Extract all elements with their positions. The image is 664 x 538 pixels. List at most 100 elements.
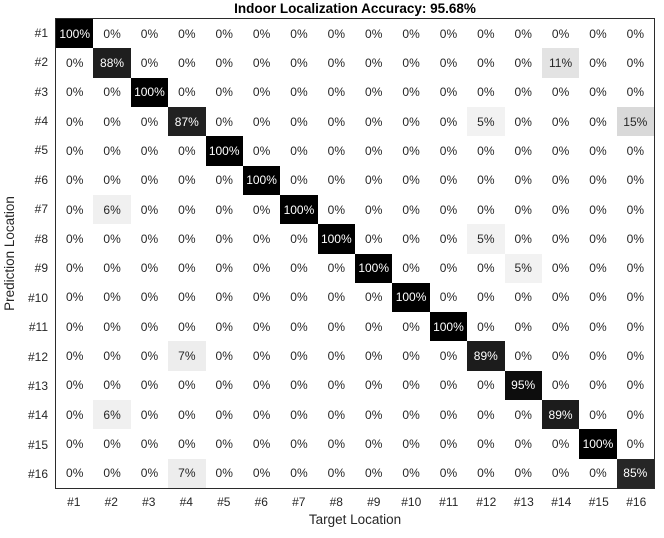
matrix-cell: 0% xyxy=(355,400,393,430)
matrix-cell: 0% xyxy=(504,106,542,137)
matrix-cell: 0% xyxy=(355,312,393,342)
matrix-cell: 0% xyxy=(280,312,318,342)
matrix-cell: 0% xyxy=(168,370,206,401)
matrix-cell: 0% xyxy=(93,224,131,254)
matrix-cell: 0% xyxy=(280,458,318,488)
matrix-cell: 0% xyxy=(280,253,318,283)
matrix-cell: 0% xyxy=(579,370,617,401)
matrix-cell: 0% xyxy=(242,19,281,49)
matrix-cell: 0% xyxy=(616,194,654,225)
matrix-cell: 0% xyxy=(467,165,505,195)
matrix-cell: 0% xyxy=(392,136,430,166)
matrix-cell: 0% xyxy=(579,282,617,313)
matrix-cell: 0% xyxy=(242,458,281,488)
matrix-cell: 0% xyxy=(93,106,131,137)
y-tick-label: #16 xyxy=(27,467,48,482)
matrix-cell: 0% xyxy=(467,458,505,488)
matrix-cell: 0% xyxy=(541,77,580,107)
matrix-cell: 0% xyxy=(616,312,654,342)
matrix-cell: 0% xyxy=(579,458,617,488)
matrix-cell: 0% xyxy=(205,458,243,488)
matrix-cell: 0% xyxy=(392,106,430,137)
matrix-cell: 0% xyxy=(541,106,580,137)
x-tick-label: #2 xyxy=(104,495,118,509)
matrix-cell: 0% xyxy=(130,458,169,488)
matrix-cell: 0% xyxy=(205,429,243,459)
matrix-cell: 0% xyxy=(130,224,169,254)
matrix-cell: 0% xyxy=(355,282,393,313)
matrix-cell: 0% xyxy=(616,165,654,195)
matrix-cell: 0% xyxy=(280,48,318,78)
matrix-cell: 0% xyxy=(541,194,580,225)
matrix-cell: 0% xyxy=(242,136,281,166)
matrix-cell: 0% xyxy=(280,282,318,313)
x-tick-label: #14 xyxy=(551,495,572,509)
matrix-cell: 0% xyxy=(205,77,243,107)
matrix-cell: 0% xyxy=(579,253,617,283)
matrix-cell: 0% xyxy=(242,429,281,459)
matrix-cell: 0% xyxy=(280,400,318,430)
matrix-cell: 0% xyxy=(168,312,206,342)
matrix-cell: 0% xyxy=(93,136,131,166)
matrix-cell: 0% xyxy=(93,19,131,49)
matrix-cell: 0% xyxy=(130,194,169,225)
matrix-cell: 0% xyxy=(130,341,169,371)
matrix-cell: 100% xyxy=(56,19,94,49)
matrix-cell: 0% xyxy=(93,370,131,401)
matrix-cell: 89% xyxy=(467,341,505,371)
matrix-cell: 0% xyxy=(93,282,131,313)
matrix-cell: 0% xyxy=(541,253,580,283)
matrix-cell: 0% xyxy=(392,400,430,430)
matrix-cell: 0% xyxy=(168,77,206,107)
matrix-cell: 0% xyxy=(56,106,94,137)
matrix-cell: 0% xyxy=(317,106,355,137)
x-tick-label: #5 xyxy=(217,495,231,509)
matrix-cell: 0% xyxy=(93,341,131,371)
matrix-cell: 0% xyxy=(541,224,580,254)
matrix-cell: 0% xyxy=(429,253,468,283)
matrix-cell: 0% xyxy=(205,19,243,49)
matrix-cell: 0% xyxy=(579,77,617,107)
matrix-cell: 0% xyxy=(205,165,243,195)
chart-title: Indoor Localization Accuracy: 95.68% xyxy=(234,1,476,16)
matrix-cell: 0% xyxy=(355,458,393,488)
matrix-cell: 0% xyxy=(616,253,654,283)
matrix-cell: 0% xyxy=(467,400,505,430)
matrix-cell: 0% xyxy=(242,370,281,401)
matrix-cell: 0% xyxy=(616,429,654,459)
matrix-cell: 0% xyxy=(392,77,430,107)
matrix-cell: 0% xyxy=(504,429,542,459)
matrix-cell: 0% xyxy=(392,165,430,195)
matrix-cell: 0% xyxy=(205,312,243,342)
matrix-cell: 0% xyxy=(93,312,131,342)
matrix-cell: 0% xyxy=(56,224,94,254)
y-tick-label: #4 xyxy=(34,114,48,129)
matrix-cell: 0% xyxy=(541,19,580,49)
matrix-cell: 5% xyxy=(504,253,542,283)
matrix-cell: 0% xyxy=(429,136,468,166)
matrix-cell: 0% xyxy=(205,370,243,401)
matrix-cell: 0% xyxy=(317,165,355,195)
matrix-cell: 100% xyxy=(392,282,430,313)
matrix-cell: 0% xyxy=(242,106,281,137)
y-tick-label: #11 xyxy=(28,320,48,335)
x-tick-label: #6 xyxy=(254,495,268,509)
matrix-cell: 100% xyxy=(579,429,617,459)
matrix-cell: 0% xyxy=(504,224,542,254)
matrix-cell: 0% xyxy=(205,48,243,78)
matrix-cell: 0% xyxy=(467,282,505,313)
matrix-cell: 0% xyxy=(541,458,580,488)
matrix-cell: 0% xyxy=(429,282,468,313)
matrix-cell: 0% xyxy=(93,253,131,283)
matrix-cell: 0% xyxy=(280,19,318,49)
matrix-cell: 0% xyxy=(355,77,393,107)
matrix-cell: 0% xyxy=(130,282,169,313)
matrix-cell: 0% xyxy=(392,253,430,283)
y-axis-ticks: #1 #2 #3 #4 #5 #6 #7 #8 #9 #10 #11 #12 #13 #14 #15 #16 xyxy=(0,18,51,489)
matrix-cell: 6% xyxy=(93,194,131,225)
matrix-cell: 0% xyxy=(467,19,505,49)
matrix-cell: 0% xyxy=(56,341,94,371)
matrix-cell: 0% xyxy=(205,400,243,430)
matrix-cell: 0% xyxy=(56,194,94,225)
matrix-cell: 0% xyxy=(280,106,318,137)
